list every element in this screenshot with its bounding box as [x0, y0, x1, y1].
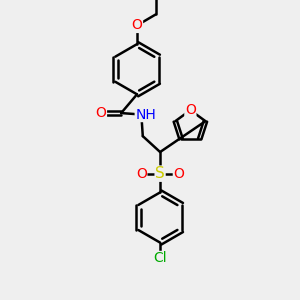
Text: NH: NH: [135, 107, 156, 122]
Text: O: O: [185, 103, 196, 117]
Text: O: O: [95, 106, 106, 120]
Text: Cl: Cl: [153, 251, 167, 266]
Text: O: O: [136, 167, 147, 181]
Text: O: O: [132, 18, 142, 32]
Text: O: O: [173, 167, 184, 181]
Text: S: S: [155, 166, 165, 181]
